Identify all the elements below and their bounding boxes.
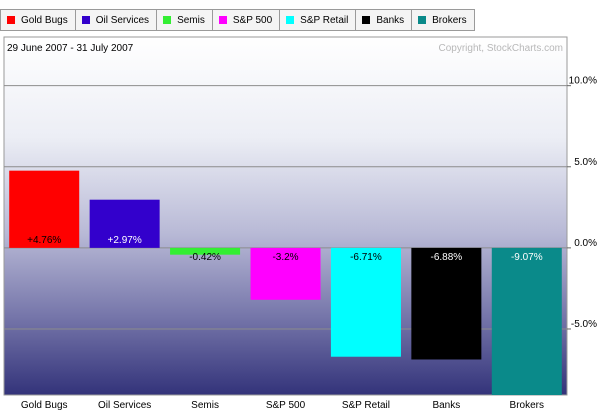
date-range: 29 June 2007 - 31 July 2007 [7, 43, 134, 54]
legend-swatch [7, 16, 15, 24]
bar-oil-services [89, 199, 160, 248]
bar-brokers [491, 247, 562, 395]
legend-swatch [81, 16, 90, 24]
x-tick-label: S&P 500 [266, 400, 306, 411]
x-tick-label: Oil Services [98, 400, 151, 411]
bar-sp-500 [250, 247, 321, 300]
x-tick-label: Banks [432, 400, 460, 411]
legend-item-sp-500: S&P 500 [211, 9, 280, 31]
legend-swatch [218, 16, 227, 24]
legend-item-sp-retail: S&P Retail [279, 9, 356, 31]
legend-swatch [286, 16, 295, 24]
value-label: +4.76% [27, 235, 61, 246]
y-tick-label: -5.0% [571, 319, 597, 330]
legend-label: S&P Retail [300, 14, 349, 26]
value-label: -6.88% [431, 252, 463, 263]
legend-label: Banks [376, 14, 405, 26]
bar-gold-bugs [9, 170, 80, 248]
x-tick-label: S&P Retail [342, 400, 390, 411]
legend-label: Brokers [432, 14, 467, 26]
legend-swatch [362, 16, 371, 24]
bar-banks [411, 247, 482, 360]
legend-item-semis: Semis [156, 9, 212, 31]
copyright-text: Copyright, StockCharts.com [439, 43, 564, 54]
legend-label: Semis [177, 14, 205, 26]
legend: Gold Bugs Oil Services Semis S&P 500 S&P Ret… [0, 9, 475, 33]
legend-item-oil-services: Oil Services [74, 9, 157, 31]
y-tick-label: 5.0% [574, 157, 597, 168]
x-tick-label: Brokers [510, 400, 544, 411]
x-tick-label: Gold Bugs [21, 400, 68, 411]
x-tick-label: Semis [191, 400, 219, 411]
plot-background [3, 36, 568, 396]
value-label: -3.2% [272, 252, 298, 263]
value-label: +2.97% [108, 235, 142, 246]
legend-label: Oil Services [95, 14, 150, 26]
y-tick-label: 10.0% [569, 76, 597, 87]
bar-sp-retail [330, 247, 401, 357]
legend-item-banks: Banks [355, 9, 412, 31]
legend-item-gold-bugs: Gold Bugs [0, 9, 75, 31]
y-tick-label: 0.0% [574, 238, 597, 249]
legend-swatch [163, 16, 172, 24]
value-label: -6.71% [350, 252, 382, 263]
value-label: -0.42% [189, 252, 221, 263]
legend-swatch [418, 16, 427, 24]
value-label: -9.07% [511, 252, 543, 263]
legend-item-brokers: Brokers [411, 9, 475, 31]
bar-semis [170, 247, 241, 255]
legend-label: Gold Bugs [21, 14, 68, 26]
legend-label: S&P 500 [232, 14, 273, 26]
